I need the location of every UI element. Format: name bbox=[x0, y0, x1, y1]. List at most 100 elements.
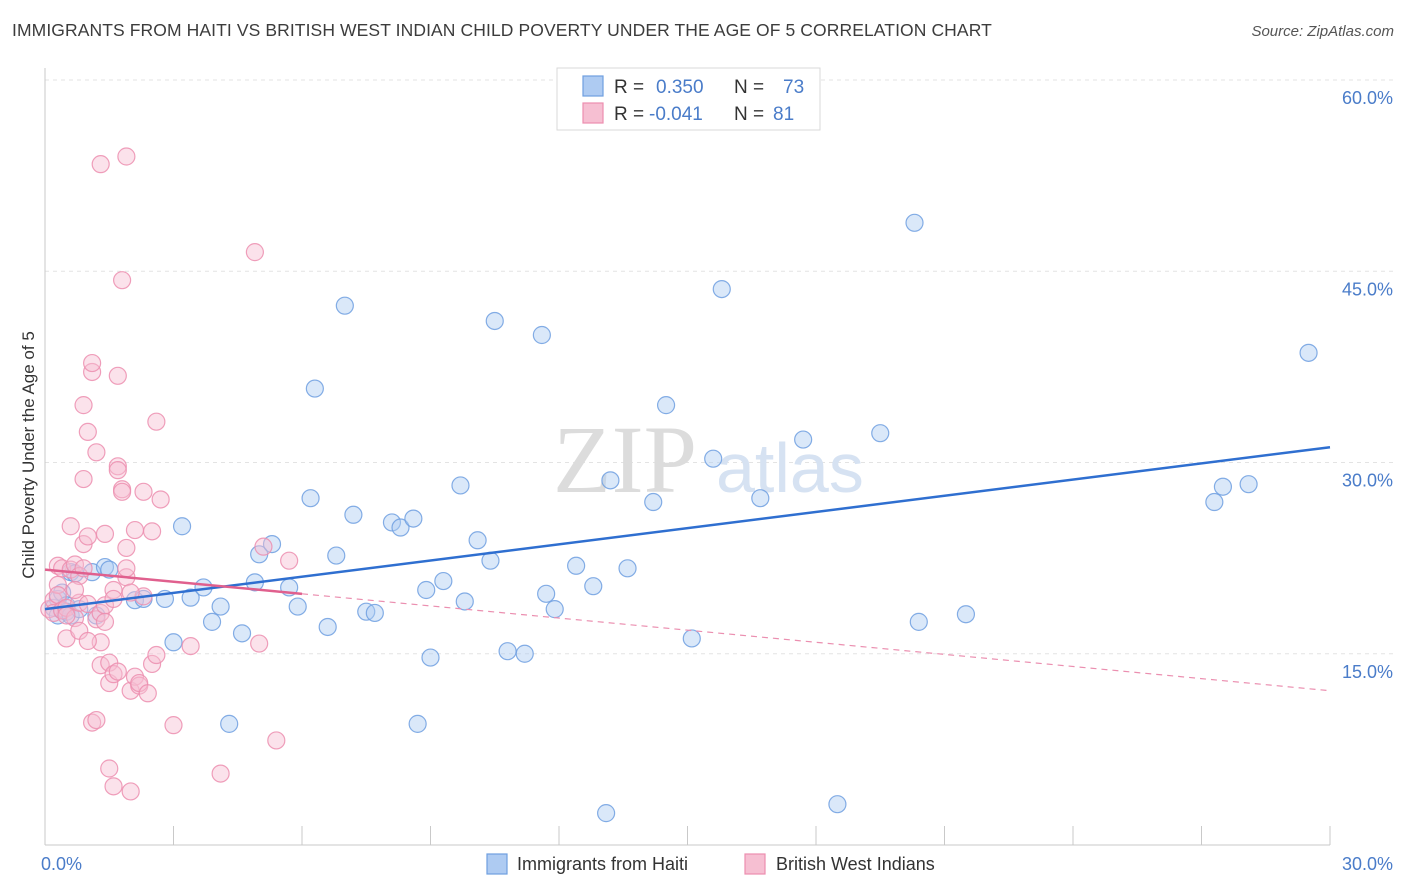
point-haiti-48 bbox=[468, 531, 487, 550]
point-bwi-66 bbox=[151, 490, 170, 509]
data-points bbox=[40, 147, 1318, 823]
point-haiti-65 bbox=[712, 280, 731, 299]
point-haiti-66 bbox=[751, 489, 770, 508]
stats-r-label-2: R = bbox=[614, 104, 644, 125]
point-bwi-49 bbox=[117, 147, 136, 166]
point-haiti-69 bbox=[871, 424, 890, 443]
point-haiti-38 bbox=[365, 603, 384, 623]
y-tick-label-0: 60.0% bbox=[1342, 88, 1393, 108]
point-bwi-24 bbox=[83, 353, 102, 373]
point-bwi-75 bbox=[57, 606, 76, 625]
point-haiti-55 bbox=[545, 600, 564, 619]
point-haiti-18 bbox=[164, 633, 183, 652]
point-haiti-73 bbox=[1205, 492, 1224, 512]
point-haiti-19 bbox=[172, 517, 192, 536]
x-tick-labels: 0.0% 30.0% bbox=[41, 854, 1393, 874]
stats-r-value-1: 0.350 bbox=[656, 77, 704, 98]
point-haiti-24 bbox=[220, 714, 239, 733]
trend-line-bwi-extension bbox=[301, 593, 1331, 692]
point-haiti-42 bbox=[408, 714, 427, 733]
point-bwi-74 bbox=[280, 551, 299, 570]
watermark-atlas: atlas bbox=[716, 429, 864, 507]
point-bwi-29 bbox=[91, 633, 110, 652]
watermark-zip: ZIP bbox=[553, 406, 697, 513]
point-haiti-30 bbox=[288, 597, 307, 616]
point-bwi-18 bbox=[74, 469, 93, 489]
point-bwi-55 bbox=[125, 520, 145, 540]
x-tick-label-1: 30.0% bbox=[1342, 854, 1393, 874]
point-haiti-25 bbox=[232, 624, 252, 643]
y-tick-label-3: 15.0% bbox=[1342, 662, 1393, 682]
stats-n-label-2: N = bbox=[734, 104, 764, 125]
point-haiti-34 bbox=[327, 546, 346, 565]
point-haiti-70 bbox=[905, 213, 924, 232]
point-haiti-72 bbox=[956, 605, 976, 624]
point-haiti-52 bbox=[515, 644, 534, 663]
gridlines bbox=[45, 79, 1395, 655]
point-haiti-41 bbox=[404, 509, 423, 528]
point-haiti-47 bbox=[455, 592, 474, 611]
point-bwi-34 bbox=[95, 612, 115, 631]
point-haiti-44 bbox=[421, 648, 440, 667]
y-axis-label: Child Poverty Under the Age of 5 bbox=[19, 331, 38, 579]
point-haiti-46 bbox=[451, 476, 470, 495]
point-haiti-63 bbox=[682, 629, 701, 648]
point-bwi-46 bbox=[112, 271, 132, 290]
point-bwi-44 bbox=[108, 461, 127, 480]
x-tick-label-0: 0.0% bbox=[41, 854, 82, 874]
watermark: ZIP atlas bbox=[553, 406, 864, 513]
stats-swatch-bwi bbox=[582, 102, 604, 124]
point-haiti-32 bbox=[305, 379, 324, 398]
point-bwi-3 bbox=[48, 575, 67, 595]
chart-title: IMMIGRANTS FROM HAITI VS BRITISH WEST IN… bbox=[12, 20, 992, 40]
point-haiti-76 bbox=[1299, 343, 1318, 362]
point-bwi-61 bbox=[138, 684, 157, 703]
point-bwi-48 bbox=[112, 482, 132, 501]
y-tick-label-1: 45.0% bbox=[1342, 279, 1393, 299]
point-haiti-75 bbox=[1239, 475, 1258, 494]
point-bwi-26 bbox=[87, 710, 106, 730]
point-bwi-62 bbox=[142, 654, 162, 674]
stats-legend: R = 0.350 N = 73 R = -0.041 N = 81 bbox=[556, 67, 821, 131]
point-haiti-23 bbox=[211, 597, 230, 616]
legend-label-bwi: British West Indians bbox=[776, 854, 935, 874]
point-haiti-33 bbox=[318, 617, 337, 637]
point-bwi-59 bbox=[134, 482, 153, 501]
point-haiti-57 bbox=[584, 577, 603, 596]
stats-r-label-1: R = bbox=[614, 77, 644, 98]
point-bwi-42 bbox=[108, 662, 127, 681]
point-haiti-53 bbox=[532, 325, 551, 345]
stats-n-value-2: 81 bbox=[773, 104, 794, 125]
point-haiti-59 bbox=[601, 471, 620, 490]
point-haiti-71 bbox=[909, 612, 928, 631]
legend-swatch-bwi bbox=[744, 853, 766, 875]
point-bwi-70 bbox=[245, 243, 264, 262]
point-bwi-21 bbox=[78, 422, 97, 441]
point-haiti-31 bbox=[301, 489, 320, 508]
trend-lines bbox=[44, 445, 1331, 692]
point-bwi-54 bbox=[121, 782, 140, 801]
y-tick-label-2: 30.0% bbox=[1342, 471, 1393, 491]
point-haiti-67 bbox=[794, 430, 813, 449]
point-bwi-40 bbox=[104, 777, 123, 796]
trend-line-bwi bbox=[44, 568, 303, 596]
point-haiti-62 bbox=[656, 396, 676, 415]
point-haiti-64 bbox=[704, 449, 723, 468]
point-haiti-40 bbox=[391, 518, 410, 537]
point-bwi-72 bbox=[254, 537, 273, 556]
point-bwi-17 bbox=[74, 396, 93, 415]
point-haiti-68 bbox=[828, 795, 847, 814]
point-bwi-77 bbox=[78, 631, 97, 651]
point-haiti-36 bbox=[344, 505, 363, 524]
stats-swatch-haiti bbox=[582, 75, 604, 97]
point-bwi-63 bbox=[142, 522, 162, 541]
point-bwi-71 bbox=[250, 634, 269, 653]
legend-swatch-haiti bbox=[486, 853, 508, 875]
point-bwi-73 bbox=[267, 731, 286, 750]
point-bwi-20 bbox=[78, 527, 97, 546]
y-tick-labels: 60.0% 45.0% 30.0% 15.0% bbox=[1342, 88, 1393, 682]
point-haiti-58 bbox=[597, 804, 616, 823]
trend-line-haiti bbox=[44, 445, 1331, 611]
chart-source: Source: ZipAtlas.com bbox=[1251, 23, 1394, 40]
